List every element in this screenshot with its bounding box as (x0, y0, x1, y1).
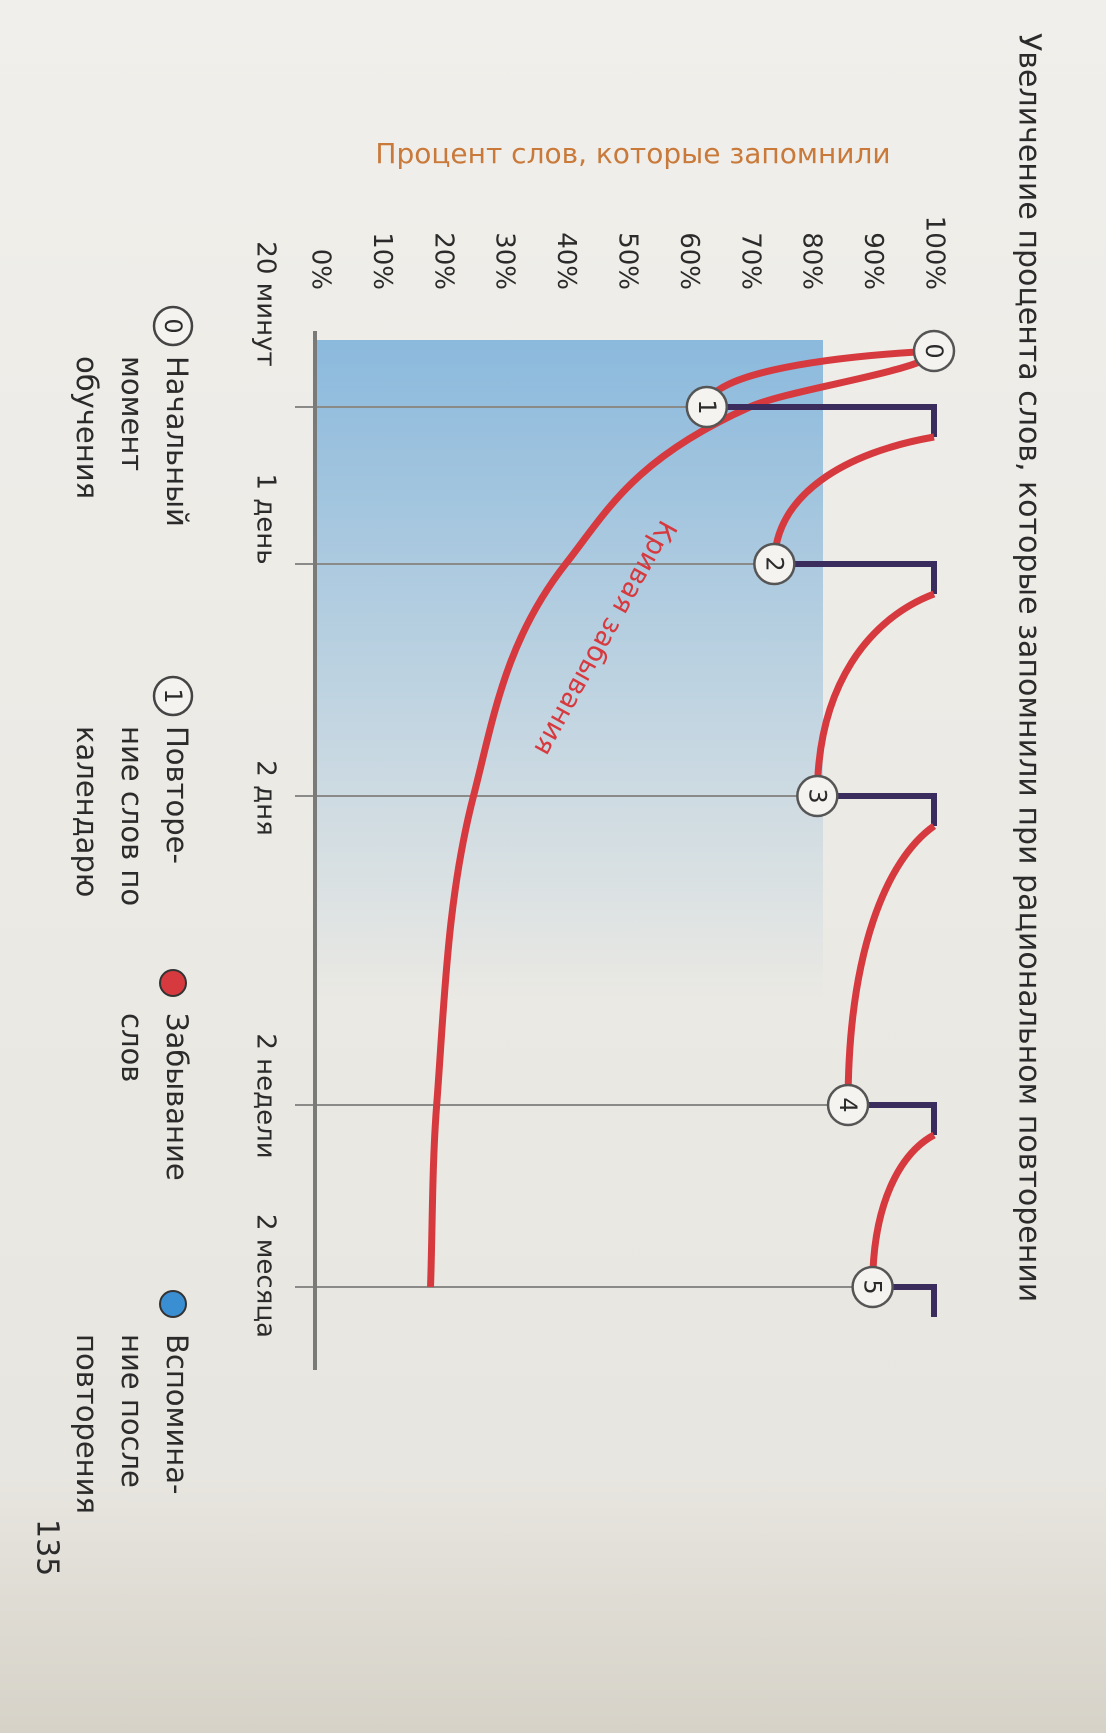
y-tick-label: 80% (797, 232, 827, 290)
legend-symbol-text: 1 (159, 688, 187, 703)
legend-label: Начальныймоментобучения (70, 356, 194, 527)
point-marker (826, 1083, 870, 1127)
y-tick-label: 0% (306, 249, 336, 290)
legend-swatch (159, 969, 187, 997)
x-tick-label: 1 день (251, 473, 281, 564)
y-tick-label: 60% (674, 232, 704, 290)
y-tick-label: 50% (613, 232, 643, 290)
point-marker (685, 385, 729, 429)
y-tick-label: 40% (551, 232, 581, 290)
legend-symbol (152, 675, 194, 717)
y-tick-label: 20% (428, 232, 458, 290)
forgetting-curve (427, 349, 938, 1288)
chart-title: Увеличение процента слов, которые запомн… (1012, 33, 1047, 1302)
point-label: 4 (834, 1097, 862, 1112)
rotated-page: Увеличение процента слов, которые запомн… (30, 33, 1047, 1576)
y-tick-label: 70% (735, 232, 765, 290)
legend-label: Повторе-ние слов покалендарю (70, 726, 194, 906)
x-tick-label: 2 дня (251, 760, 281, 835)
x-tick-label: 2 недели (251, 1033, 281, 1158)
point-label: 2 (760, 556, 788, 571)
page-number: 135 (30, 1519, 65, 1576)
decay-segment (844, 823, 937, 1106)
legend-symbol-text: 0 (159, 318, 187, 333)
legend-symbol (152, 305, 194, 347)
y-tick-label: 10% (367, 232, 397, 290)
decay-segment (869, 1131, 936, 1288)
point-marker (912, 329, 956, 373)
decay-segment (770, 433, 935, 565)
point-label: 3 (803, 788, 831, 803)
y-axis-label: Процент слов, которые запомнили (375, 137, 890, 170)
point-label: 1 (693, 399, 721, 414)
recall-area (315, 340, 823, 1000)
point-marker (796, 774, 839, 818)
y-tick-label: 100% (920, 216, 950, 290)
point-label: 5 (859, 1279, 887, 1294)
repetition-jump (848, 1102, 937, 1135)
point-marker (753, 542, 796, 586)
y-tick-label: 90% (858, 232, 888, 290)
legend-swatch (159, 1290, 187, 1318)
legend-label: Вспомина-ние послеповторения (70, 1334, 194, 1514)
x-tick-label: 2 месяца (251, 1214, 281, 1338)
repetition-jump (706, 404, 937, 437)
repetition-jump (817, 793, 937, 826)
point-marker (851, 1265, 894, 1309)
legend-label: Забываниеслов (115, 1013, 194, 1181)
y-tick-label: 30% (490, 232, 520, 290)
repetition-jump (774, 561, 937, 594)
decay-segment (813, 590, 936, 797)
point-label: 0 (920, 343, 948, 358)
x-tick-label: 20 минут (251, 241, 281, 366)
